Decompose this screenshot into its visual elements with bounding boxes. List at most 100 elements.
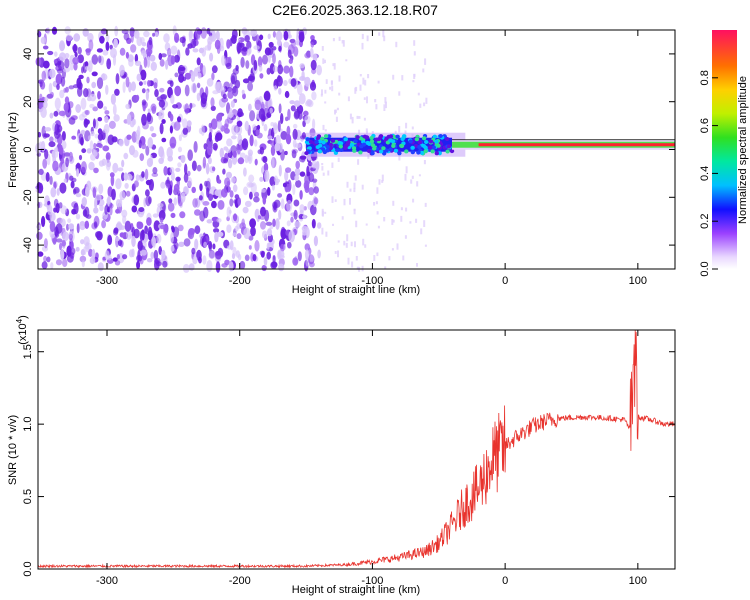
spectrogram-cell bbox=[173, 241, 179, 250]
spectrogram-cell bbox=[102, 128, 108, 133]
spectrogram-cell bbox=[85, 48, 91, 56]
signal-cell bbox=[388, 134, 394, 139]
spectrogram-cell bbox=[298, 93, 306, 105]
spectrogram-cell bbox=[82, 209, 88, 217]
spectrogram-cell bbox=[66, 245, 72, 257]
spectrogram-cell bbox=[267, 33, 271, 40]
spectrogram-cell bbox=[72, 57, 80, 65]
spectrogram-cell bbox=[311, 218, 316, 229]
spectrogram-cell bbox=[424, 244, 427, 247]
spectrogram-cell bbox=[112, 162, 119, 173]
spectrogram-cell bbox=[324, 211, 327, 214]
signal-cell bbox=[320, 136, 325, 141]
spectrogram-cell bbox=[37, 182, 44, 194]
spectrogram-cell bbox=[143, 57, 148, 68]
spectrogram-cell bbox=[55, 259, 63, 266]
spectrogram-cell bbox=[130, 44, 137, 53]
spectrogram-cell bbox=[93, 167, 99, 174]
spectrogram-cell bbox=[289, 100, 295, 105]
spectrogram-cell bbox=[60, 76, 66, 87]
spectrogram-cell bbox=[149, 54, 156, 62]
spectrogram-cell bbox=[203, 241, 208, 248]
spectrogram-cell bbox=[68, 223, 75, 230]
spectrogram-cell bbox=[234, 194, 240, 200]
spectrogram-cell bbox=[232, 85, 239, 97]
spectrogram-cell bbox=[293, 199, 300, 207]
signal-cell bbox=[434, 139, 439, 144]
spectrogram-cell bbox=[93, 221, 98, 229]
spectrogram-cell bbox=[48, 141, 56, 148]
spectrogram-cell bbox=[60, 42, 65, 51]
spectrogram-cell bbox=[43, 255, 48, 262]
spectrogram-cell bbox=[336, 107, 339, 111]
spectrogram-cell bbox=[131, 226, 136, 239]
spectrogram-cell bbox=[97, 55, 102, 64]
spectrogram-cell bbox=[299, 171, 306, 177]
spectrogram-cell bbox=[150, 61, 157, 71]
spectrogram-cell bbox=[257, 215, 262, 220]
spectrogram-cell bbox=[373, 255, 376, 261]
signal-cell bbox=[358, 150, 363, 155]
spectrogram-cell bbox=[191, 186, 196, 194]
spectrogram-cell bbox=[357, 159, 360, 165]
spectrogram-cell bbox=[410, 179, 413, 184]
spectrogram-cell bbox=[194, 27, 201, 39]
spectrogram-cell bbox=[256, 124, 261, 130]
signal-cell bbox=[445, 137, 450, 141]
signal-cell bbox=[416, 150, 421, 155]
spectrogram-cell bbox=[208, 250, 216, 260]
spectrogram-cell bbox=[291, 38, 296, 49]
spectrogram-cell bbox=[211, 166, 216, 172]
signal-cell bbox=[423, 145, 428, 150]
spectrogram-cell bbox=[244, 254, 250, 262]
spectrogram-cell bbox=[413, 73, 416, 77]
spectrogram-cell bbox=[249, 191, 253, 200]
spectrogram-cell bbox=[148, 179, 154, 191]
spectrogram-cell bbox=[284, 170, 289, 182]
spectrogram-cell bbox=[220, 188, 228, 198]
spectrogram-cell bbox=[278, 87, 282, 95]
spectrogram-cell bbox=[185, 47, 190, 56]
spectrogram-cell bbox=[332, 63, 335, 67]
spectrogram-cell bbox=[321, 46, 324, 51]
spectrogram-cell bbox=[168, 198, 173, 204]
spectrogram-cell bbox=[405, 207, 408, 212]
spectrogram-cell bbox=[167, 47, 172, 57]
spectrogram-cell bbox=[68, 117, 76, 125]
spectrogram-cell bbox=[202, 255, 207, 265]
spectrogram-cell bbox=[98, 160, 105, 167]
snr-y-label: SNR (10 * v/v) bbox=[7, 415, 19, 485]
spectrogram-cell bbox=[97, 90, 101, 100]
spectrogram-cell bbox=[44, 127, 52, 132]
spectrogram-cell bbox=[303, 110, 309, 117]
spectrogram-cell bbox=[385, 101, 387, 109]
spectrogram-cell bbox=[317, 249, 321, 259]
spectrogram-cell bbox=[114, 25, 119, 37]
spectrogram-cell bbox=[61, 258, 68, 268]
spectrogram-cell bbox=[105, 41, 110, 52]
signal-cell bbox=[362, 134, 368, 139]
spectrogram-cell bbox=[207, 157, 212, 165]
spectrogram-cell bbox=[392, 74, 395, 80]
spectrogram-cell bbox=[217, 179, 222, 184]
colorbar-label: Normalized spectral amplitude bbox=[737, 76, 749, 224]
spectrogram-cell bbox=[199, 183, 203, 192]
signal-cell bbox=[432, 134, 437, 139]
spectrogram-cell bbox=[54, 51, 58, 57]
spectrogram-cell bbox=[392, 219, 395, 223]
y-tick-label: 0.5 bbox=[22, 489, 34, 504]
spectrogram-cell bbox=[278, 250, 285, 258]
spectrogram-cell bbox=[242, 78, 250, 84]
spectrogram-cell bbox=[278, 45, 282, 52]
signal-cell bbox=[391, 144, 396, 148]
spectrogram-cell bbox=[206, 143, 213, 156]
spectrogram-cell bbox=[158, 246, 162, 255]
spectrogram-cell bbox=[47, 50, 54, 56]
spectrogram-cell bbox=[337, 250, 339, 258]
spectrogram-cell bbox=[224, 177, 231, 187]
spectrogram-cell bbox=[97, 262, 104, 272]
spectrogram-cell bbox=[49, 175, 53, 185]
signal-cell bbox=[320, 147, 326, 152]
spectrogram-cell bbox=[321, 227, 324, 235]
